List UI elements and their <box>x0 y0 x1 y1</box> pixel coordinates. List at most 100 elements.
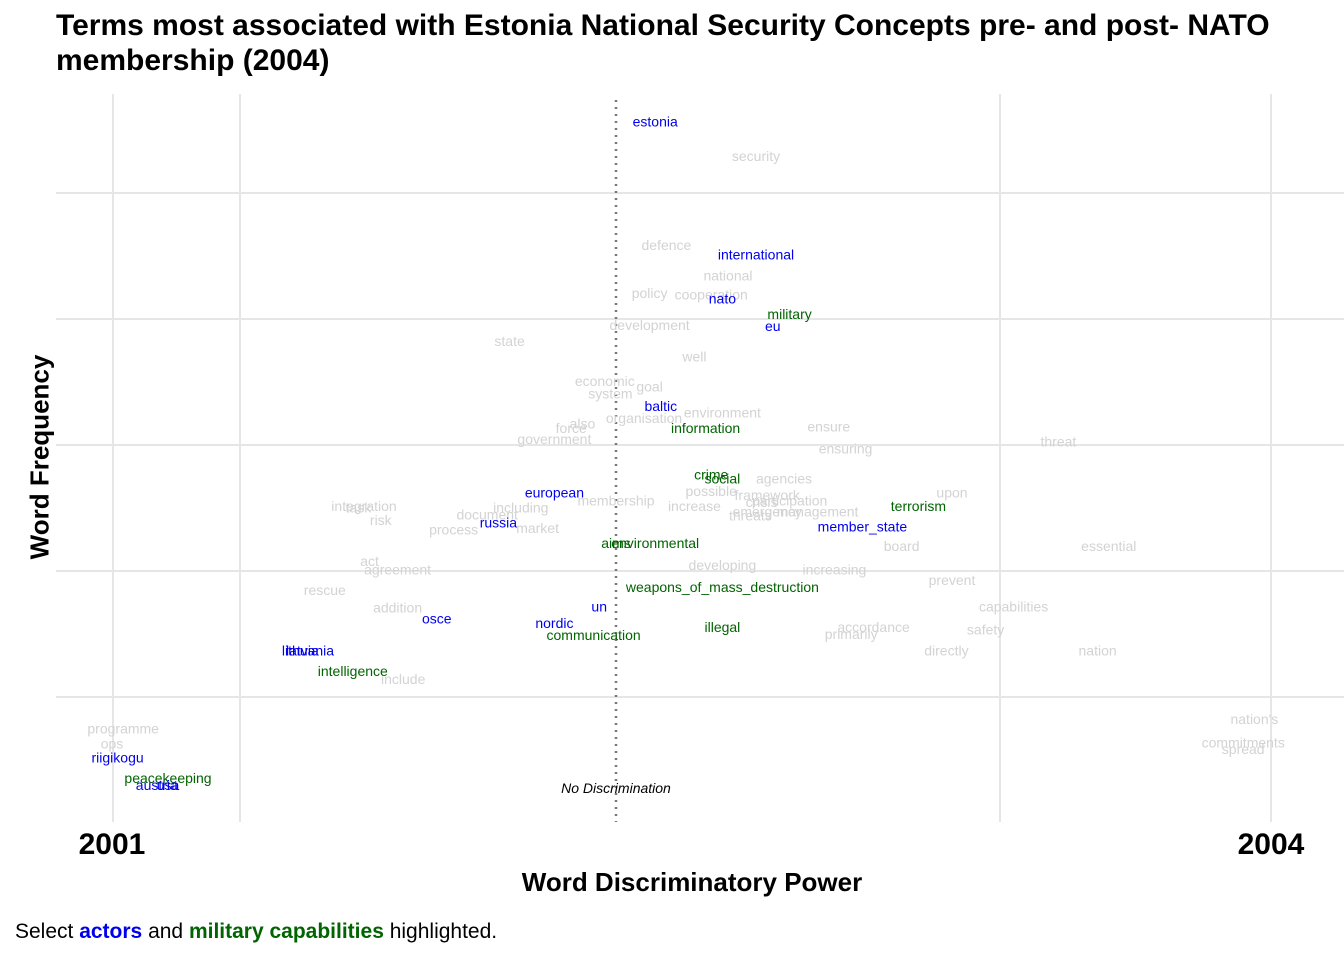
x-axis-label: Word Discriminatory Power <box>521 867 863 897</box>
term-label-management: management <box>777 504 859 520</box>
term-label-integration: integration <box>331 498 396 514</box>
x-end-label-left: 2001 <box>78 828 146 861</box>
term-label-act: act <box>360 553 379 569</box>
term-label-intelligence: intelligence <box>318 663 388 679</box>
term-label-austria: austria <box>136 777 178 793</box>
term-label-market: market <box>516 520 559 536</box>
term-label-threat: threat <box>1040 434 1076 450</box>
term-label-ensuring: ensuring <box>819 440 873 456</box>
term-label-russia: russia <box>480 515 518 531</box>
term-label-spread: spread <box>1222 741 1265 757</box>
caption: Select actors and military capabilities … <box>15 920 497 944</box>
no-discrimination-label: No Discrimination <box>561 780 671 796</box>
term-label-nation-s: nation's <box>1230 711 1278 727</box>
term-label-directly: directly <box>924 642 968 658</box>
term-label-environment: environment <box>684 405 761 421</box>
term-label-development: development <box>610 317 690 333</box>
term-label-task: task <box>346 499 373 515</box>
term-label-european: european <box>525 484 584 500</box>
chart-title-line2: membership (2004) <box>56 44 330 77</box>
term-label-upon: upon <box>936 484 967 500</box>
term-label-economic: economic <box>575 373 635 389</box>
term-label-environmental: environmental <box>611 535 699 551</box>
caption-prefix: Select <box>15 920 80 943</box>
term-label-government: government <box>517 431 591 447</box>
term-label-threats: threats <box>729 508 772 524</box>
term-label-security: security <box>732 148 780 164</box>
term-label-possible: possible <box>686 483 738 499</box>
term-label-ops: ops <box>101 736 124 752</box>
term-label-social: social <box>705 471 741 487</box>
term-label-document: document <box>456 506 518 522</box>
y-axis-label: Word Frequency <box>24 354 55 560</box>
x-end-label-right: 2004 <box>1237 828 1305 861</box>
term-label-membership: membership <box>577 493 654 509</box>
term-label-terrorism: terrorism <box>891 498 946 514</box>
term-label-capabilities: capabilities <box>979 598 1048 614</box>
term-label-national: national <box>703 267 752 283</box>
term-label-communication: communication <box>547 627 641 643</box>
term-label-board: board <box>884 538 920 554</box>
term-label-including: including <box>493 499 548 515</box>
term-label-member-state: member_state <box>818 519 908 535</box>
term-label-essential: essential <box>1081 538 1136 554</box>
term-label-weapons-of-mass-destruction: weapons_of_mass_destruction <box>625 579 819 595</box>
term-label-programme: programme <box>87 721 159 737</box>
term-label-nation: nation <box>1079 642 1117 658</box>
chart-title-line1: Terms most associated with Estonia Natio… <box>56 9 1270 42</box>
term-label-well: well <box>681 348 706 364</box>
term-label-crime: crime <box>694 467 728 483</box>
term-label-policy: policy <box>632 285 668 301</box>
caption-actors: actors <box>79 920 143 943</box>
term-label-latvia: latvia <box>286 642 319 658</box>
term-label-agreement: agreement <box>364 561 431 577</box>
term-label-rescue: rescue <box>304 582 346 598</box>
term-label-information: information <box>671 420 740 436</box>
term-label-aims: aims <box>601 535 631 551</box>
term-label-un: un <box>591 598 607 614</box>
term-label-riigikogu: riigikogu <box>92 749 144 765</box>
plot-area: No Discriminationsecuritydefencenational… <box>56 94 1344 822</box>
term-label-emergency: emergency <box>733 504 802 520</box>
term-label-ensure: ensure <box>807 418 850 434</box>
term-label-osce: osce <box>422 611 452 627</box>
term-label-organisation: organisation <box>606 410 682 426</box>
term-label-usa: usa <box>157 777 180 793</box>
term-label-safety: safety <box>967 622 1004 638</box>
term-label-force: force <box>556 420 587 436</box>
term-label-prevent: prevent <box>929 572 976 588</box>
term-label-baltic: baltic <box>644 398 677 414</box>
term-label-international: international <box>718 247 794 263</box>
term-label-risk: risk <box>370 512 393 528</box>
term-label-primarily: primarily <box>825 626 878 642</box>
term-label-increasing: increasing <box>802 561 866 577</box>
term-label-process: process <box>429 521 478 537</box>
term-label-military: military <box>767 306 811 322</box>
term-label-crisis: crisis <box>746 494 778 510</box>
term-label-participation: participation <box>752 493 828 509</box>
term-label-include: include <box>381 671 426 687</box>
caption-suffix: highlighted. <box>383 920 498 943</box>
term-label-nordic: nordic <box>535 615 573 631</box>
caption-military: military capabilities <box>188 920 384 943</box>
term-label-state: state <box>494 333 525 349</box>
term-label-nato: nato <box>709 291 736 307</box>
term-label-goal: goal <box>636 379 662 395</box>
term-label-increase: increase <box>668 498 721 514</box>
term-label-eu: eu <box>765 318 781 334</box>
term-label-illegal: illegal <box>704 619 740 635</box>
term-label-system: system <box>588 385 632 401</box>
term-label-accordance: accordance <box>837 619 910 635</box>
caption-middle: and <box>142 920 189 943</box>
term-label-framework: framework <box>735 487 801 503</box>
term-label-agencies: agencies <box>756 471 812 487</box>
chart-title: Terms most associated with Estonia Natio… <box>56 8 1344 78</box>
term-label-addition: addition <box>373 600 422 616</box>
term-label-developing: developing <box>689 557 757 573</box>
term-label-peacekeeping: peacekeeping <box>124 770 211 786</box>
term-label-estonia: estonia <box>633 114 678 130</box>
term-label-lithuania: lithuania <box>282 642 334 658</box>
term-label-commitments: commitments <box>1202 734 1285 750</box>
term-label-defence: defence <box>641 237 691 253</box>
term-label-also: also <box>570 416 596 432</box>
